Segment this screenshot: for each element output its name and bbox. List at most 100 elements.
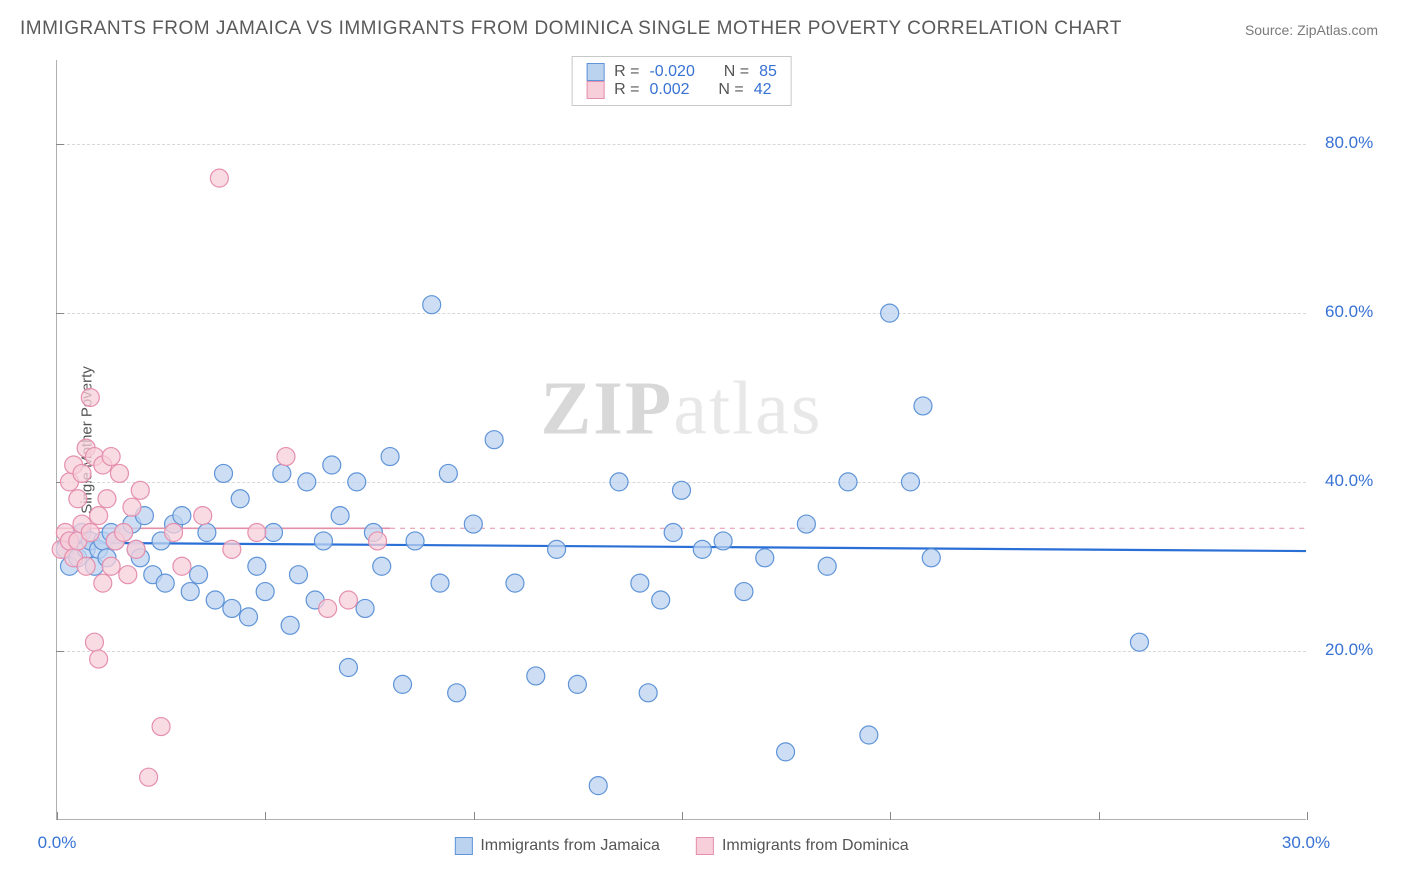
data-point — [589, 777, 607, 795]
data-point — [102, 557, 120, 575]
x-tick-label-min: 0.0% — [38, 833, 77, 853]
data-point — [319, 599, 337, 617]
data-point — [173, 557, 191, 575]
data-point — [289, 566, 307, 584]
data-point — [901, 473, 919, 491]
source-attribution: Source: ZipAtlas.com — [1245, 22, 1378, 38]
data-point — [90, 650, 108, 668]
data-point — [735, 583, 753, 601]
data-point — [181, 583, 199, 601]
data-point — [348, 473, 366, 491]
data-point — [423, 296, 441, 314]
data-point — [631, 574, 649, 592]
y-tick-label: 40.0% — [1325, 471, 1373, 491]
data-point — [81, 389, 99, 407]
data-point — [298, 473, 316, 491]
data-point — [756, 549, 774, 567]
data-point — [281, 616, 299, 634]
data-point — [381, 448, 399, 466]
data-point — [881, 304, 899, 322]
data-point — [206, 591, 224, 609]
data-point — [85, 633, 103, 651]
data-point — [210, 169, 228, 187]
legend-stats-box: R = -0.020 N = 85R = 0.002 N = 42 — [571, 56, 792, 106]
legend-bottom: Immigrants from JamaicaImmigrants from D… — [454, 837, 908, 855]
data-point — [527, 667, 545, 685]
data-point — [115, 524, 133, 542]
data-point — [173, 507, 191, 525]
data-point — [610, 473, 628, 491]
data-point — [914, 397, 932, 415]
data-point — [860, 726, 878, 744]
legend-stats-row: R = -0.020 N = 85 — [586, 63, 777, 81]
data-point — [797, 515, 815, 533]
data-point — [81, 524, 99, 542]
legend-stats-row: R = 0.002 N = 42 — [586, 81, 777, 99]
data-point — [248, 524, 266, 542]
data-point — [652, 591, 670, 609]
data-point — [568, 675, 586, 693]
data-point — [639, 684, 657, 702]
data-point — [119, 566, 137, 584]
data-point — [90, 507, 108, 525]
data-point — [373, 557, 391, 575]
data-point — [394, 675, 412, 693]
data-point — [314, 532, 332, 550]
data-point — [102, 448, 120, 466]
data-point — [194, 507, 212, 525]
data-point — [1130, 633, 1148, 651]
data-point — [356, 599, 374, 617]
data-point — [127, 540, 145, 558]
data-point — [110, 464, 128, 482]
data-point — [693, 540, 711, 558]
data-point — [672, 481, 690, 499]
data-point — [156, 574, 174, 592]
legend-item: Immigrants from Dominica — [696, 837, 909, 855]
data-point — [714, 532, 732, 550]
swatch-icon — [696, 837, 714, 855]
data-point — [273, 464, 291, 482]
data-point — [922, 549, 940, 567]
data-point — [818, 557, 836, 575]
data-point — [464, 515, 482, 533]
data-point — [256, 583, 274, 601]
data-point — [223, 540, 241, 558]
y-tick-label: 60.0% — [1325, 302, 1373, 322]
data-point — [664, 524, 682, 542]
data-point — [140, 768, 158, 786]
data-point — [240, 608, 258, 626]
data-point — [277, 448, 295, 466]
data-point — [323, 456, 341, 474]
data-point — [131, 481, 149, 499]
data-point — [439, 464, 457, 482]
data-point — [73, 464, 91, 482]
data-point — [248, 557, 266, 575]
x-tick-label-max: 30.0% — [1282, 833, 1330, 853]
swatch-icon — [586, 63, 604, 81]
data-point — [94, 574, 112, 592]
data-point — [548, 540, 566, 558]
data-point — [431, 574, 449, 592]
data-point — [839, 473, 857, 491]
data-point — [223, 599, 241, 617]
data-point — [506, 574, 524, 592]
data-point — [264, 524, 282, 542]
data-point — [485, 431, 503, 449]
y-tick-label: 20.0% — [1325, 640, 1373, 660]
data-point — [77, 557, 95, 575]
data-point — [339, 659, 357, 677]
data-point — [339, 591, 357, 609]
scatter-layer — [57, 60, 1306, 819]
chart-title: IMMIGRANTS FROM JAMAICA VS IMMIGRANTS FR… — [20, 18, 1122, 40]
data-point — [231, 490, 249, 508]
data-point — [369, 532, 387, 550]
data-point — [198, 524, 216, 542]
y-tick-label: 80.0% — [1325, 133, 1373, 153]
data-point — [331, 507, 349, 525]
data-point — [165, 524, 183, 542]
data-point — [152, 718, 170, 736]
data-point — [98, 490, 116, 508]
data-point — [123, 498, 141, 516]
data-point — [448, 684, 466, 702]
data-point — [215, 464, 233, 482]
